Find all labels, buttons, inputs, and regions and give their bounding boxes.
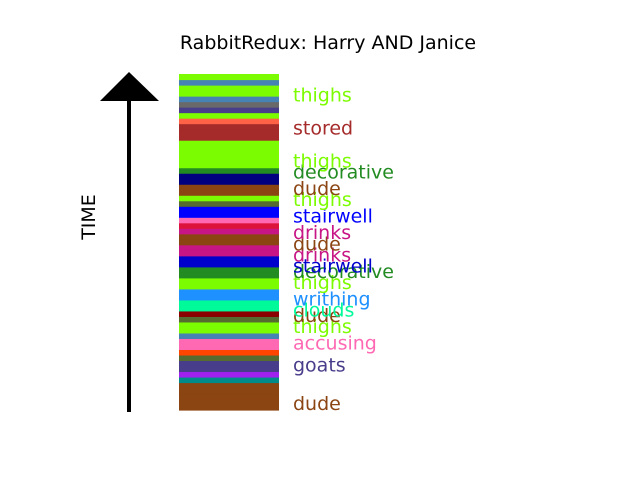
stripe [179, 156, 279, 163]
stripe-label: dude [293, 178, 341, 200]
stripe-label: accusing [293, 332, 377, 354]
stripe-label: thighs [293, 272, 352, 294]
stripe-label: decorative [293, 162, 394, 184]
stripe [179, 162, 279, 169]
stripe [179, 387, 279, 395]
stripe [179, 338, 279, 345]
stripe-label: dude [293, 305, 341, 327]
stripe [179, 145, 279, 152]
stripe [179, 272, 279, 279]
stripe [179, 195, 279, 202]
stripe-label: stored [293, 118, 353, 140]
stripe [179, 233, 279, 240]
stripe [179, 217, 279, 224]
stripe-label: drinks [293, 222, 351, 244]
chart-title: RabbitRedux: Harry AND Janice [180, 32, 476, 54]
stripe [179, 206, 279, 213]
stripe [179, 404, 279, 411]
stripe [179, 382, 279, 389]
stripe [179, 184, 279, 191]
stripe [179, 118, 279, 125]
stripe [179, 189, 279, 196]
stripe [179, 354, 279, 362]
stripe-labels: dudegoatsaccusingthighsdudecloudswrithin… [293, 85, 394, 415]
stripe [179, 371, 279, 378]
stripe [179, 173, 279, 180]
stripe [179, 327, 279, 334]
stripe [179, 365, 279, 373]
stripe [179, 96, 279, 103]
time-arrow-head [100, 72, 159, 101]
stripe [179, 261, 279, 268]
stripe-label: stairwell [293, 206, 373, 228]
stripe [179, 310, 279, 317]
stripe [179, 250, 279, 257]
stripe [179, 277, 279, 284]
stripe [179, 316, 279, 323]
stripe [179, 283, 279, 290]
stripe-label: dude [293, 233, 341, 255]
stripe-label: thighs [293, 189, 352, 211]
stripe-label: decorative [293, 261, 394, 283]
stripe-label: thighs [293, 85, 352, 107]
stripe [179, 398, 279, 406]
stripe [179, 129, 279, 136]
stripe-label: drinks [293, 244, 351, 266]
stripe [179, 255, 279, 262]
stripe-bar [179, 74, 279, 411]
stripe-label: clouds [293, 299, 354, 321]
stripe [179, 239, 279, 246]
stripe [179, 228, 279, 235]
stripe [179, 112, 279, 119]
stripe-label: dude [293, 393, 341, 415]
stripe [179, 200, 279, 207]
stripe-label: thighs [293, 151, 352, 173]
stripe [179, 393, 279, 400]
stripe [179, 294, 279, 301]
stripe [179, 332, 279, 339]
stripe-label: stairwell [293, 255, 373, 277]
stripe [179, 343, 279, 351]
stripe [179, 305, 279, 312]
stripe-label: writhing [293, 288, 371, 310]
stripe [179, 134, 279, 141]
stripe [179, 140, 279, 147]
stripe [179, 178, 279, 185]
stripe [179, 123, 279, 130]
stripe [179, 244, 279, 251]
stripe [179, 101, 279, 108]
stripe [179, 376, 279, 384]
stripe [179, 288, 279, 295]
stripe [179, 85, 279, 92]
y-axis-label: TIME [78, 194, 100, 241]
stripe [179, 79, 279, 86]
stripe [179, 107, 279, 114]
stripe [179, 74, 279, 81]
stripe [179, 211, 279, 218]
stripe [179, 151, 279, 158]
stripe [179, 349, 279, 356]
stripe [179, 360, 279, 367]
stripe [179, 299, 279, 306]
stripe [179, 266, 279, 273]
stripe [179, 167, 279, 174]
stripe [179, 321, 279, 328]
stripe-label: goats [293, 354, 346, 376]
stripe [179, 222, 279, 229]
stripe [179, 90, 279, 97]
stripe-label: thighs [293, 316, 352, 338]
